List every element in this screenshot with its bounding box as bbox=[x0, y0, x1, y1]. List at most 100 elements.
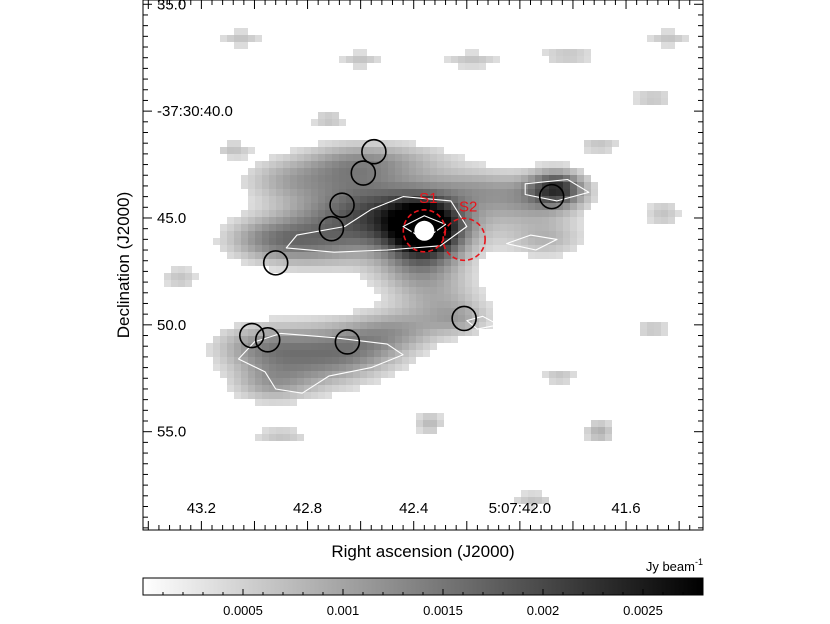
heatmap-pixel bbox=[430, 308, 437, 315]
heatmap-pixel bbox=[332, 238, 339, 245]
heatmap-pixel bbox=[430, 245, 437, 252]
heatmap-pixel bbox=[388, 231, 395, 238]
heatmap-pixel bbox=[388, 203, 395, 210]
heatmap-pixel bbox=[577, 175, 584, 182]
heatmap-pixel bbox=[388, 217, 395, 224]
heatmap-pixel bbox=[381, 217, 388, 224]
heatmap-pixel bbox=[227, 336, 234, 343]
heatmap-pixel bbox=[276, 210, 283, 217]
heatmap-pixel bbox=[640, 98, 647, 105]
heatmap-pixel bbox=[346, 154, 353, 161]
heatmap-pixel bbox=[542, 238, 549, 245]
heatmap-pixel bbox=[318, 329, 325, 336]
heatmap-pixel bbox=[262, 392, 269, 399]
heatmap-pixel bbox=[395, 301, 402, 308]
heatmap-pixel bbox=[542, 224, 549, 231]
heatmap-pixel bbox=[269, 385, 276, 392]
beam-circle bbox=[318, 215, 345, 242]
heatmap-pixel bbox=[472, 294, 479, 301]
heatmap-pixel bbox=[241, 28, 248, 35]
heatmap-pixel bbox=[339, 245, 346, 252]
heatmap-pixel bbox=[346, 140, 353, 147]
heatmap-pixel bbox=[339, 357, 346, 364]
heatmap-pixel bbox=[416, 189, 423, 196]
heatmap-pixel bbox=[374, 231, 381, 238]
heatmap-pixel bbox=[395, 196, 402, 203]
heatmap-pixel bbox=[276, 161, 283, 168]
heatmap-pixel bbox=[353, 245, 360, 252]
heatmap-pixel bbox=[388, 322, 395, 329]
heatmap-pixel bbox=[542, 371, 549, 378]
heatmap-pixel bbox=[549, 189, 556, 196]
heatmap-pixel bbox=[549, 231, 556, 238]
heatmap-pixel bbox=[234, 343, 241, 350]
heatmap-pixel bbox=[325, 350, 332, 357]
heatmap-pixel bbox=[458, 259, 465, 266]
heatmap-pixel bbox=[556, 238, 563, 245]
heatmap-pixel bbox=[444, 245, 451, 252]
heatmap-pixel bbox=[444, 231, 451, 238]
heatmap-pixel bbox=[521, 196, 528, 203]
heatmap-pixel bbox=[402, 238, 409, 245]
heatmap-pixel bbox=[360, 336, 367, 343]
heatmap-pixel bbox=[409, 217, 416, 224]
heatmap-pixel bbox=[220, 357, 227, 364]
heatmap-pixel bbox=[297, 238, 304, 245]
heatmap-pixel bbox=[332, 140, 339, 147]
heatmap-pixel bbox=[234, 42, 241, 49]
heatmap-pixel bbox=[528, 189, 535, 196]
heatmap-pixel bbox=[325, 140, 332, 147]
heatmap-pixel bbox=[269, 427, 276, 434]
heatmap-pixel bbox=[437, 245, 444, 252]
heatmap-pixel bbox=[507, 217, 514, 224]
heatmap-pixel bbox=[437, 161, 444, 168]
heatmap-pixel bbox=[353, 322, 360, 329]
heatmap-pixel bbox=[423, 343, 430, 350]
heatmap-pixel bbox=[472, 231, 479, 238]
heatmap-pixel bbox=[465, 217, 472, 224]
heatmap-pixel bbox=[304, 182, 311, 189]
heatmap-pixel bbox=[423, 266, 430, 273]
heatmap-pixel bbox=[290, 182, 297, 189]
heatmap-pixel bbox=[318, 175, 325, 182]
heatmap-pixel bbox=[381, 147, 388, 154]
heatmap-pixel bbox=[318, 266, 325, 273]
heatmap-pixel bbox=[423, 189, 430, 196]
heatmap-pixel bbox=[360, 378, 367, 385]
heatmap-pixel bbox=[241, 364, 248, 371]
heatmap-pixel bbox=[430, 154, 437, 161]
heatmap-pixel bbox=[255, 378, 262, 385]
heatmap-pixel bbox=[346, 56, 353, 63]
colorbar-tick-label: 0.0025 bbox=[623, 603, 663, 618]
heatmap-pixel bbox=[486, 189, 493, 196]
heatmap-pixel bbox=[367, 238, 374, 245]
heatmap-pixel bbox=[290, 434, 297, 441]
heatmap-pixel bbox=[381, 280, 388, 287]
heatmap-pixel bbox=[409, 175, 416, 182]
heatmap-pixel bbox=[346, 203, 353, 210]
heatmap-pixel bbox=[346, 161, 353, 168]
heatmap-pixel bbox=[598, 434, 605, 441]
heatmap-pixel bbox=[206, 343, 213, 350]
heatmap-pixel bbox=[227, 147, 234, 154]
heatmap-pixel bbox=[234, 245, 241, 252]
heatmap-pixel bbox=[395, 252, 402, 259]
heatmap-pixel bbox=[500, 168, 507, 175]
heatmap-pixel bbox=[269, 336, 276, 343]
heatmap-pixel bbox=[577, 238, 584, 245]
heatmap-pixel bbox=[325, 371, 332, 378]
heatmap-pixel bbox=[360, 161, 367, 168]
heatmap-pixel bbox=[283, 315, 290, 322]
heatmap-pixel bbox=[647, 329, 654, 336]
heatmap-pixel bbox=[521, 245, 528, 252]
heatmap-pixel bbox=[276, 350, 283, 357]
contour-line bbox=[285, 196, 468, 253]
heatmap-pixel bbox=[185, 273, 192, 280]
heatmap-pixel bbox=[416, 343, 423, 350]
heatmap-pixel bbox=[409, 182, 416, 189]
heatmap-pixel bbox=[374, 196, 381, 203]
heatmap-pixel bbox=[360, 56, 367, 63]
heatmap-pixel bbox=[297, 322, 304, 329]
heatmap-pixel bbox=[556, 252, 563, 259]
heatmap-pixel bbox=[241, 231, 248, 238]
